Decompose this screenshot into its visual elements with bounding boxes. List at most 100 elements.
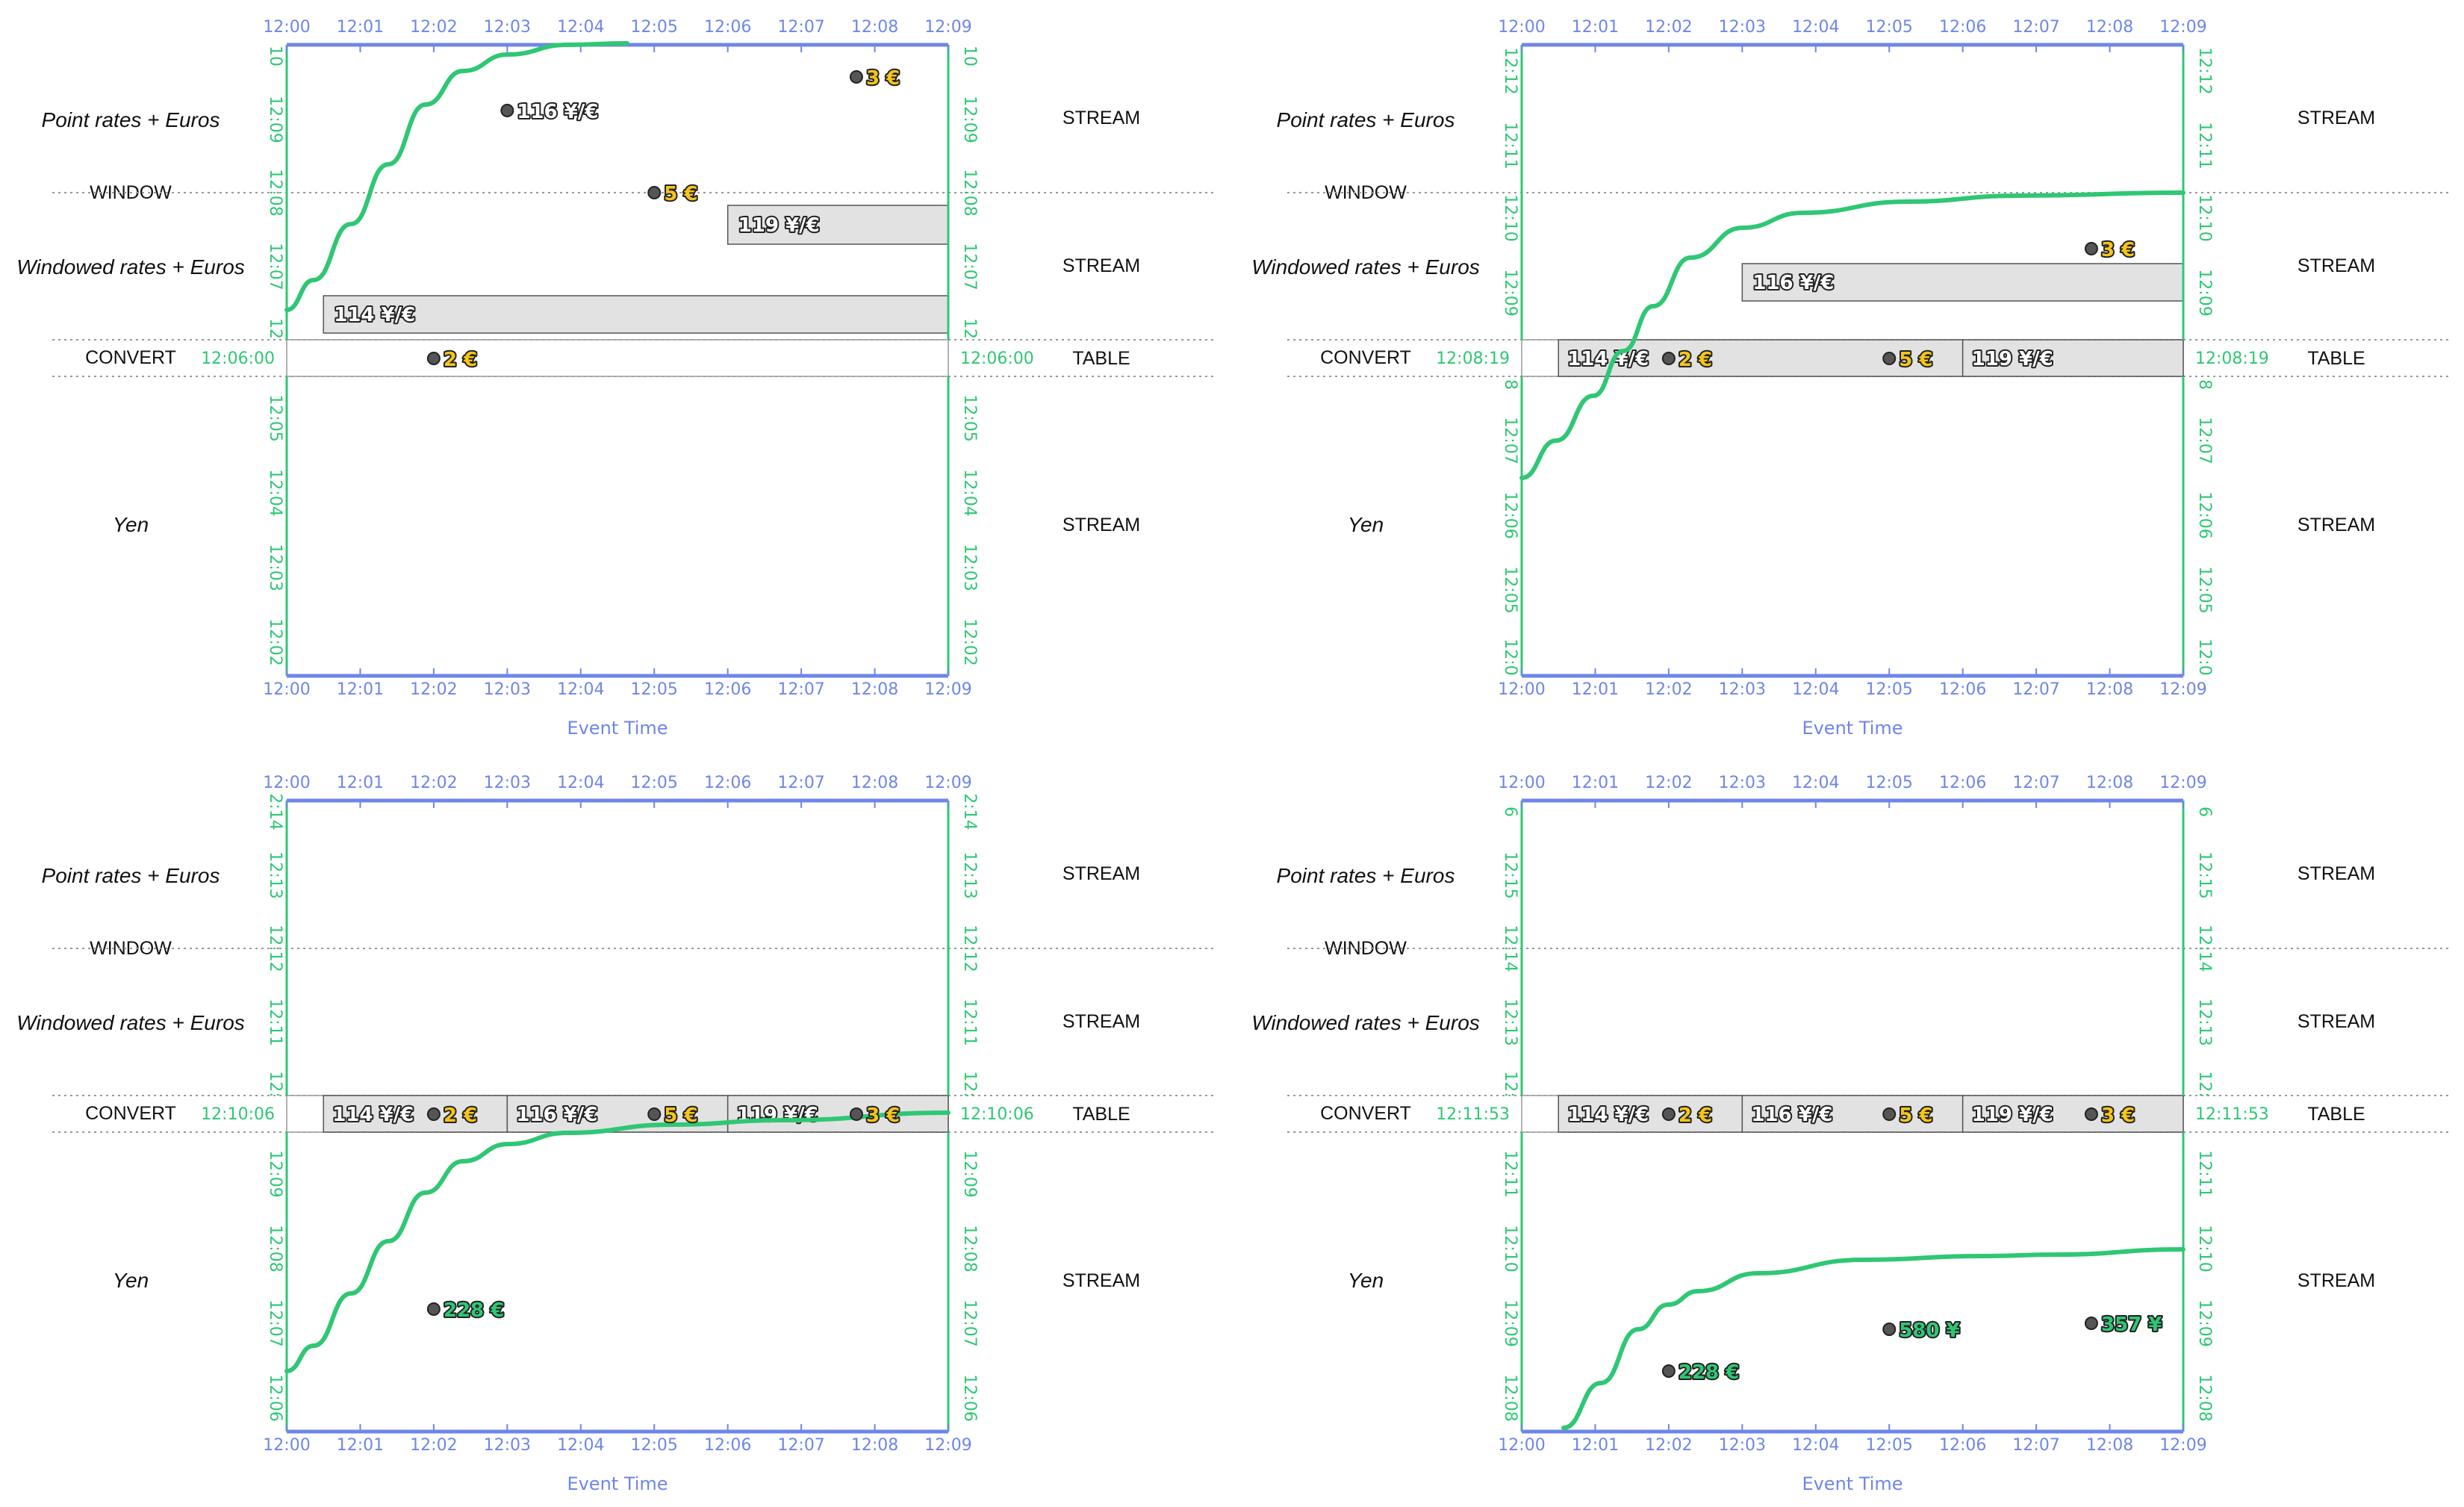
bottom-tick-label: 12:04 <box>557 680 604 699</box>
watermark-right: 12:11:53 <box>2195 1105 2269 1124</box>
bottom-tick-label: 12:06 <box>1939 680 1986 699</box>
table-cell <box>1961 1095 2184 1133</box>
watermark-curve <box>284 1110 951 1373</box>
table-tag-dot <box>426 1107 441 1121</box>
table-tag: 2 € <box>444 349 477 371</box>
top-tick-label: 12:01 <box>1572 18 1619 37</box>
process-tick-right: 12: <box>2195 1071 2214 1097</box>
yen-tag-dot <box>426 1302 441 1316</box>
watermark-right: 12:08:19 <box>2195 349 2269 368</box>
process-tick-right: 12:08 <box>2195 1374 2214 1421</box>
window-bar <box>1741 263 2184 302</box>
point-tag: 5 € <box>664 183 697 205</box>
process-tick-right: 12:09 <box>2195 269 2214 316</box>
bottom-tick-label: 12:01 <box>337 680 384 699</box>
process-tick-left: 12:12 <box>266 925 284 972</box>
bottom-tick-label: 12:06 <box>1939 1436 1986 1455</box>
process-tick-left: 12:10 <box>1501 1225 1519 1272</box>
process-tick-right: 12:14 <box>2195 925 2214 972</box>
table-tag: 2 € <box>444 1104 477 1127</box>
watermark-right: 12:10:06 <box>960 1105 1034 1124</box>
process-tick-right: 12:11 <box>2195 122 2214 169</box>
process-tick-left: 10 <box>266 46 284 66</box>
bottom-tick-label: 12:02 <box>410 680 457 699</box>
window-bar <box>727 205 949 245</box>
bottom-tick-label: 12:07 <box>777 680 824 699</box>
process-tick-right: 12:06 <box>2195 491 2214 538</box>
process-tick-left: 12:14 <box>1501 925 1519 972</box>
label-windowed-rates: Windowed rates + Euros <box>16 1011 245 1034</box>
process-tick-right: 12:13 <box>960 851 979 898</box>
process-tick-right: 12:08 <box>960 169 979 216</box>
table-cell <box>1558 1095 1743 1133</box>
top-tick-label: 12:03 <box>1719 774 1766 792</box>
process-tick-left: 12 <box>266 318 284 339</box>
top-tick-label: 12:04 <box>1792 18 1839 37</box>
bottom-tick-label: 12:03 <box>1719 680 1766 699</box>
process-tick-right: 12:07 <box>960 243 979 290</box>
table-tag: 3 € <box>2101 1104 2135 1127</box>
bottom-tick-label: 12:01 <box>337 1436 384 1455</box>
top-tick-label: 12:02 <box>410 18 457 37</box>
process-tick-left: 12:07 <box>266 1299 284 1346</box>
process-tick-left: 12:08 <box>1501 1374 1519 1421</box>
bottom-tick-label: 12:02 <box>1645 680 1692 699</box>
label-table: TABLE <box>1072 348 1130 369</box>
bottom-tick-label: 12:01 <box>1572 1436 1619 1455</box>
process-tick-left: 12: <box>1501 1071 1519 1097</box>
yen-tag: 580 ¥ <box>1899 1320 1959 1342</box>
window-bar-label: 114 ¥/€ <box>334 304 415 326</box>
table-tag-dot <box>1882 1107 1897 1121</box>
label-stream-windowed: STREAM <box>2297 255 2375 276</box>
point-tag-dot <box>500 104 514 117</box>
label-stream-point: STREAM <box>1063 108 1140 128</box>
table-tag-dot <box>426 352 441 365</box>
bottom-tick-label: 12:00 <box>263 1436 310 1455</box>
process-tick-left: 12:03 <box>266 544 284 591</box>
top-tick-label: 12:03 <box>484 18 531 37</box>
label-stream-yen: STREAM <box>1063 1270 1140 1291</box>
top-tick-label: 12:08 <box>851 18 898 37</box>
bottom-tick-label: 12:07 <box>2012 680 2059 699</box>
bottom-tick-label: 12:08 <box>851 680 898 699</box>
process-tick-left: 12:05 <box>266 394 284 441</box>
top-tick-label: 12:08 <box>2086 18 2133 37</box>
process-tick-right: 12:0 <box>2195 638 2214 675</box>
window-tag: 3 € <box>2101 239 2135 261</box>
label-convert: CONVERT <box>85 347 176 368</box>
process-tick-left: 12:06 <box>266 1374 284 1421</box>
yen-tag-dot <box>1661 1364 1676 1378</box>
label-stream-point: STREAM <box>1063 863 1140 884</box>
process-tick-left: 12:07 <box>266 243 284 290</box>
label-point-rates: Point rates + Euros <box>1277 864 1455 887</box>
window-bar-label: 119 ¥/€ <box>738 214 820 237</box>
label-convert: CONVERT <box>1320 347 1411 368</box>
process-tick-left: 12:06 <box>1501 491 1519 538</box>
process-tick-left: 12:09 <box>1501 1299 1519 1346</box>
top-tick-label: 12:04 <box>557 774 604 792</box>
process-tick-left: 12:08 <box>266 169 284 216</box>
process-tick-left: 12: <box>266 1071 284 1097</box>
process-tick-left: 12:04 <box>266 469 284 516</box>
table-tag: 5 € <box>1899 349 1932 371</box>
process-tick-left: 12:07 <box>1501 417 1519 464</box>
table-tag-dot <box>1882 352 1897 365</box>
bottom-tick-label: 12:05 <box>1866 1436 1913 1455</box>
label-windowed-rates: Windowed rates + Euros <box>16 255 245 279</box>
top-tick-label: 12:08 <box>2086 774 2133 792</box>
process-tick-left: 12:09 <box>266 96 284 143</box>
bottom-tick-label: 12:02 <box>410 1436 457 1455</box>
table-tag: 2 € <box>1679 1104 1712 1127</box>
top-tick-label: 12:05 <box>631 18 678 37</box>
label-yen: Yen <box>1348 1269 1384 1292</box>
top-tick-label: 12:04 <box>557 18 604 37</box>
process-tick-right: 12:13 <box>2195 998 2214 1045</box>
process-tick-left: 12:05 <box>1501 566 1519 613</box>
process-tick-left: 12:02 <box>266 618 284 665</box>
bottom-tick-label: 12:09 <box>924 1436 971 1455</box>
top-tick-label: 12:05 <box>1866 774 1913 792</box>
process-tick-right: 8 <box>2195 379 2214 390</box>
bottom-tick-label: 12:08 <box>851 1436 898 1455</box>
